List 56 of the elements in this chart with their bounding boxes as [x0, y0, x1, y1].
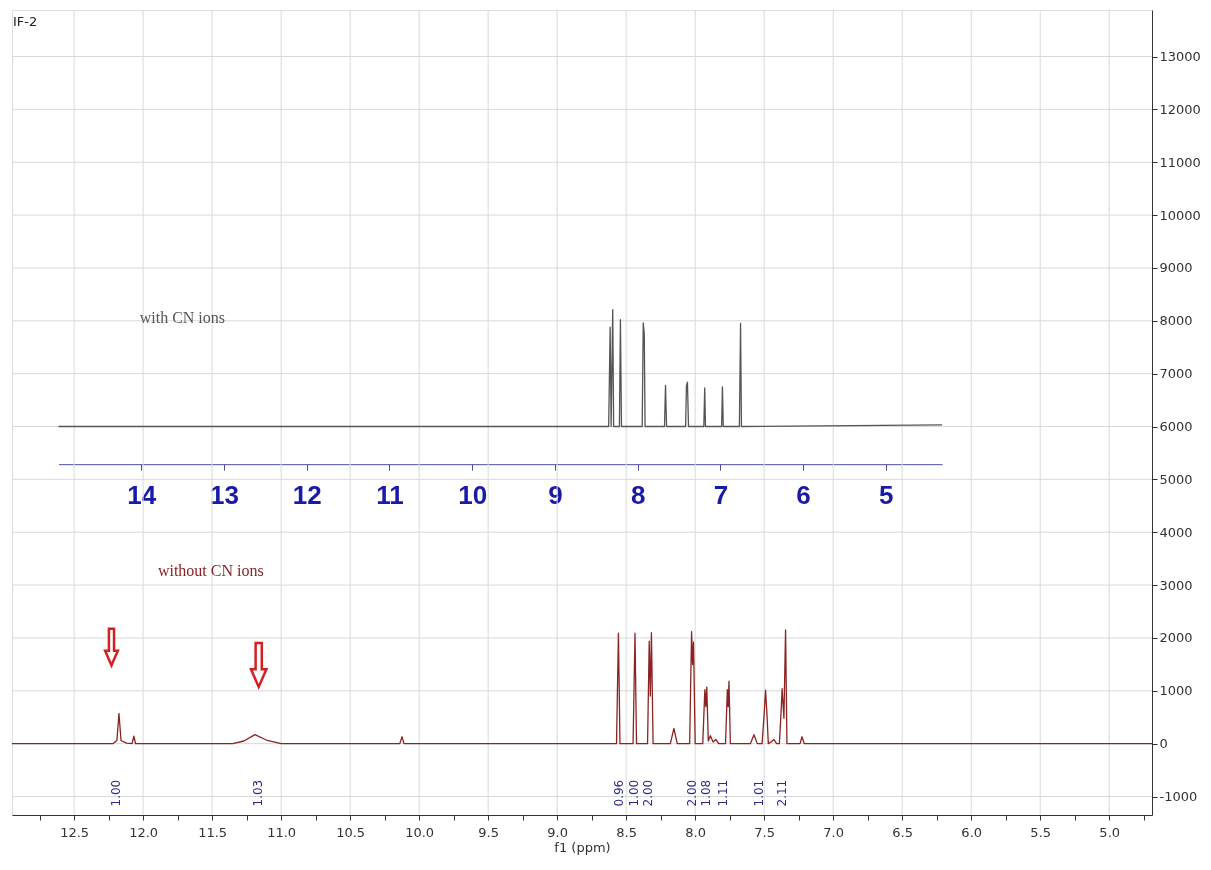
annotation: 0.96	[611, 779, 626, 807]
x2-tick-label: 14	[127, 479, 157, 510]
annotation: 2.00	[685, 779, 700, 807]
annotation: 1.00	[109, 779, 124, 807]
annotation: 1.00	[627, 779, 642, 807]
x-tick-label: 12.5	[60, 824, 90, 840]
text: with CN ions	[139, 309, 226, 327]
y-tick-label: 1000	[1159, 683, 1193, 699]
x-tick-label: 5.5	[1030, 824, 1052, 840]
y-tick-label: 4000	[1159, 524, 1193, 540]
x-tick-label: 6.5	[892, 824, 914, 840]
x-tick-label: 12.0	[129, 824, 159, 840]
x-tick-label: 11.0	[267, 824, 297, 840]
x2-tick-label: 11	[376, 479, 404, 510]
y-tick-label: 6000	[1159, 419, 1193, 435]
x2-tick-label: 6	[796, 479, 811, 510]
x-tick-label: 8.5	[616, 824, 638, 840]
text: without CN ions	[157, 562, 264, 580]
x-tick-label: 10.5	[336, 824, 366, 840]
annotation: 1.08	[698, 779, 713, 807]
x-axis-title: f1 (ppm)	[554, 839, 611, 855]
chart-title: IF-2	[13, 14, 38, 29]
x2-tick-label: 9	[548, 479, 563, 510]
y-tick-label: 0	[1159, 736, 1168, 752]
x-tick-label: 11.5	[198, 824, 228, 840]
y-tick-label: 13000	[1159, 49, 1201, 65]
x-tick-label: 10.0	[405, 824, 435, 840]
annotation: 2.00	[641, 779, 656, 807]
x-tick-label: 6.0	[961, 824, 983, 840]
x-tick-label: 5.0	[1099, 824, 1121, 840]
x-tick-label: 9.5	[478, 824, 499, 840]
x-tick-label: 7.5	[754, 824, 776, 840]
x2-tick-label: 7	[713, 479, 729, 510]
x2-tick-label: 13	[209, 479, 239, 510]
y-tick-label: 10000	[1159, 207, 1201, 223]
line-series	[11, 629, 1153, 745]
x2-tick-label: 5	[879, 479, 894, 510]
x2-tick-label: 12	[292, 479, 322, 510]
y-tick-label: 2000	[1159, 630, 1193, 646]
x-tick-label: 9.0	[547, 824, 568, 840]
annotation: 1.01	[752, 779, 767, 807]
y-tick-label: 5000	[1159, 471, 1193, 487]
x2-tick-label: 10	[458, 479, 488, 510]
x-tick-label: 7.0	[823, 824, 845, 840]
y-tick-label: 9000	[1159, 260, 1193, 276]
annotation: 1.11	[715, 779, 730, 807]
y-tick-label: 7000	[1159, 366, 1193, 382]
y-tick-label: 12000	[1159, 101, 1201, 117]
y-tick-label: 11000	[1159, 154, 1201, 170]
y-tick-label: 8000	[1159, 313, 1193, 329]
x-tick-label: 8.0	[685, 824, 707, 840]
x2-tick-label: 8	[630, 479, 646, 510]
y-tick-label: -1000	[1159, 789, 1198, 804]
annotation: 2.11	[774, 779, 789, 807]
annotation: 1.03	[251, 779, 266, 807]
y-tick-label: 3000	[1159, 577, 1193, 593]
